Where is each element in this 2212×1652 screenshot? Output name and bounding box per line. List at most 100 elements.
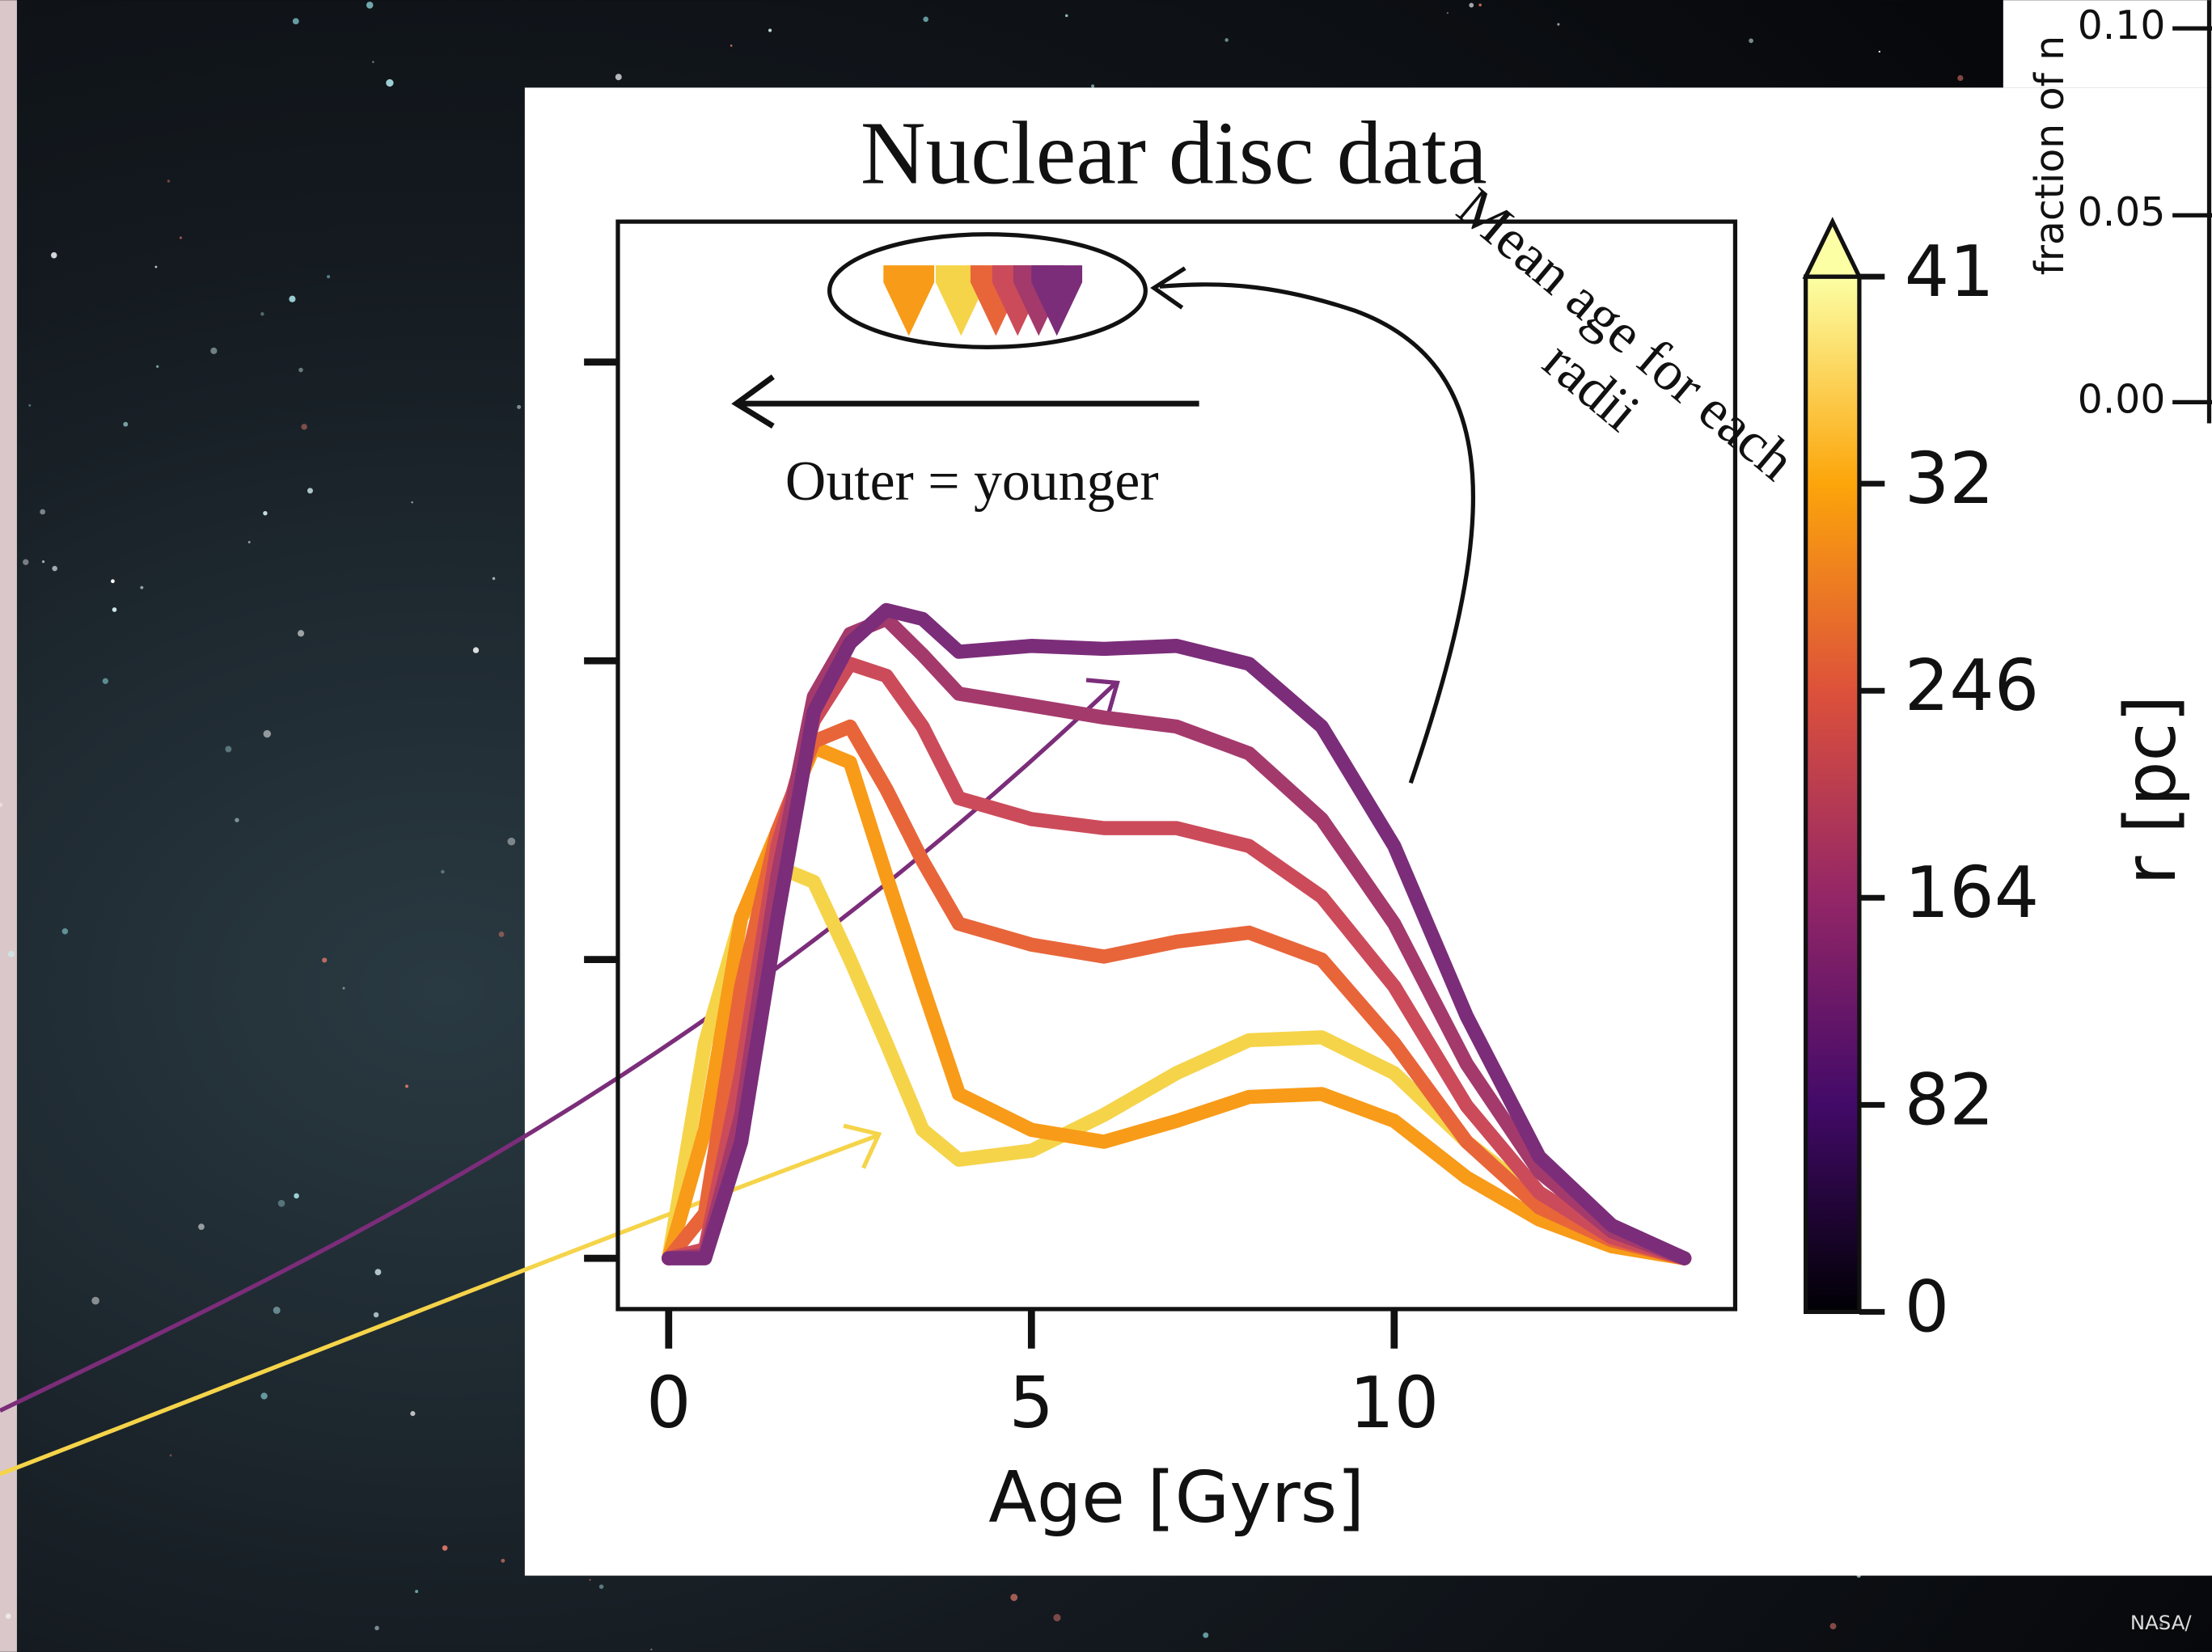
star — [374, 1625, 379, 1631]
star — [598, 1584, 604, 1589]
star — [374, 1269, 382, 1276]
star — [5, 1613, 11, 1620]
y-tick-label: 0.10 — [2078, 2, 2166, 49]
star — [156, 365, 159, 368]
star — [472, 647, 480, 653]
pointer-purple — [0, 678, 1120, 1413]
colorbar-tick-label: 32 — [1905, 437, 1994, 520]
star — [507, 837, 516, 846]
star — [0, 802, 3, 808]
y-tick-label: 0.00 — [2078, 376, 2166, 422]
image-edge — [0, 0, 17, 1652]
star — [373, 1312, 379, 1318]
colorbar-tick-label: 246 — [1905, 644, 2039, 727]
star — [91, 1296, 99, 1305]
star — [650, 1648, 653, 1650]
star — [23, 559, 29, 565]
colorbar — [1804, 274, 1862, 1315]
star — [1478, 3, 1482, 6]
star — [768, 28, 772, 32]
x-tick-label: 0 — [646, 1362, 691, 1444]
star — [297, 630, 305, 637]
star — [322, 957, 328, 963]
star — [61, 927, 69, 935]
star — [615, 74, 622, 81]
colorbar-label: r [pc] — [2109, 695, 2192, 885]
colorbar-extend — [1802, 217, 1863, 279]
star — [294, 1193, 299, 1199]
star — [1224, 38, 1229, 42]
star — [7, 950, 15, 957]
star — [50, 251, 57, 259]
star — [154, 265, 158, 268]
mean-age-marker — [883, 265, 935, 336]
star — [260, 1392, 268, 1400]
star — [307, 488, 313, 494]
data-line — [662, 602, 1692, 1265]
annotation: Outer = younger — [785, 450, 1159, 513]
star — [1203, 1632, 1209, 1638]
star — [235, 818, 239, 822]
colorbar-tick-label: 0 — [1905, 1265, 1949, 1348]
star — [1878, 50, 1881, 53]
star — [366, 2, 374, 9]
star — [492, 577, 496, 581]
panel — [524, 87, 2212, 1576]
star — [923, 16, 928, 23]
star — [415, 1590, 419, 1594]
star — [169, 1454, 172, 1457]
colorbar-tick-label: 41 — [1905, 230, 1994, 313]
star — [260, 312, 264, 316]
star — [326, 275, 331, 279]
curved-arrow — [1150, 266, 1476, 784]
star — [1957, 74, 1964, 82]
star — [1091, 84, 1095, 88]
star — [1053, 1613, 1061, 1622]
star — [123, 421, 129, 427]
star — [1446, 11, 1449, 15]
star — [52, 565, 57, 572]
direction-arrow — [731, 374, 1199, 429]
credit: NASA/ — [2130, 1611, 2193, 1634]
star — [263, 729, 272, 738]
star — [386, 78, 394, 87]
star — [730, 44, 733, 47]
star — [498, 932, 505, 937]
star — [410, 1411, 416, 1417]
star — [41, 560, 45, 564]
star — [1010, 1594, 1018, 1601]
x-tick-label: 10 — [1349, 1362, 1439, 1444]
star — [1065, 14, 1068, 18]
star — [273, 1306, 281, 1314]
x-tick-label: 5 — [1009, 1362, 1054, 1444]
star — [28, 403, 32, 407]
y-tick-label: 0.05 — [2078, 189, 2166, 235]
y-axis-label: fraction of n — [2027, 36, 2073, 276]
star — [442, 1545, 448, 1551]
star — [292, 18, 299, 25]
star — [247, 541, 251, 543]
star — [198, 1223, 205, 1231]
star — [102, 678, 108, 684]
star — [167, 180, 171, 183]
star — [1557, 23, 1560, 26]
star — [405, 1084, 408, 1088]
star — [289, 295, 296, 302]
star — [301, 424, 307, 430]
star — [517, 404, 522, 409]
mean-age-marker — [1031, 265, 1083, 336]
colorbar-tick-label: 82 — [1905, 1058, 1994, 1141]
plot-frame — [615, 219, 1738, 1312]
star — [111, 579, 115, 584]
chart-title: Nuclear disc data — [861, 104, 1487, 203]
star — [263, 511, 268, 516]
star — [2159, 1623, 2163, 1627]
star — [589, 1578, 591, 1581]
star — [225, 746, 232, 753]
colorbar-tick-label: 164 — [1905, 851, 2039, 934]
data-line — [662, 611, 1692, 1265]
star — [140, 585, 144, 589]
star — [210, 347, 218, 354]
star — [1829, 1623, 1837, 1630]
